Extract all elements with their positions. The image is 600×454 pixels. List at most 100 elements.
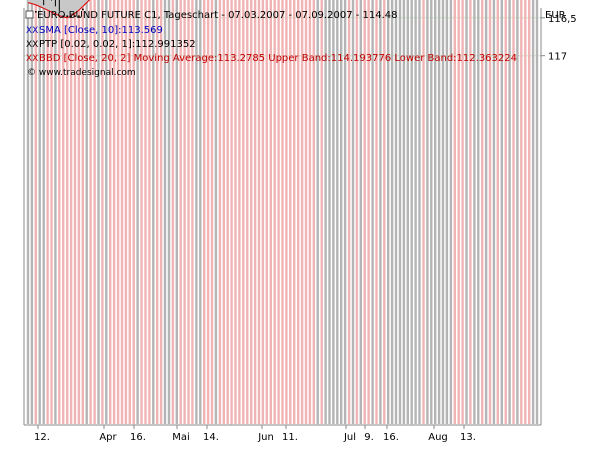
volume-bar — [516, 0, 519, 424]
volume-bar — [148, 0, 151, 424]
volume-bar — [226, 0, 229, 424]
volume-bar — [492, 0, 496, 424]
volume-bar — [367, 0, 370, 424]
x-tick-label: 16. — [130, 432, 146, 443]
x-tick-label: 12. — [34, 432, 50, 443]
volume-bar — [414, 0, 417, 425]
volume-bar — [300, 0, 304, 424]
volume-bar — [156, 0, 159, 425]
volume-bar — [285, 0, 288, 424]
volume-bar — [528, 0, 531, 424]
volume-bar — [524, 0, 527, 424]
volume-bar — [351, 0, 355, 424]
ptp-dot — [66, 15, 68, 17]
volume-bar — [234, 0, 237, 424]
volume-bar — [246, 0, 249, 424]
volume-bar — [465, 0, 468, 425]
y-axis-ticks: 117116,5116115,5115114,5114113,5113112,5… — [541, 14, 577, 63]
volume-bar — [128, 0, 131, 424]
volume-bar — [218, 0, 222, 424]
volume-bar — [132, 0, 135, 424]
volume-bar — [109, 0, 112, 424]
x-tick-label: 16. — [383, 432, 399, 443]
volume-bar — [363, 0, 366, 424]
volume-bar — [183, 0, 186, 424]
volume-bar — [390, 0, 394, 424]
volume-bar — [124, 0, 128, 424]
volume-bar — [461, 0, 464, 425]
volume-bar — [359, 0, 362, 424]
volume-bar — [535, 0, 539, 424]
volume-bar — [308, 0, 312, 425]
chart-menu-icon[interactable] — [25, 10, 34, 19]
x-tick-label: 13. — [460, 432, 476, 443]
ptp-dot — [35, 11, 37, 13]
volume-bar — [250, 0, 253, 424]
volume-bar — [406, 0, 409, 424]
volume-bar — [93, 0, 96, 424]
volume-bar — [477, 0, 480, 424]
volume-bar — [112, 0, 116, 424]
volume-bar — [140, 0, 143, 424]
volume-bar — [387, 0, 390, 425]
volume-bar — [54, 0, 57, 424]
volume-bar — [101, 0, 104, 424]
volume-bar — [175, 0, 178, 424]
volume-bar — [257, 0, 261, 424]
volume-bar — [273, 0, 276, 425]
bbd-legend-marker[interactable]: XX — [26, 54, 38, 64]
volume-bar — [136, 0, 139, 424]
x-tick-label: 14. — [203, 432, 219, 443]
volume-bar — [97, 0, 100, 424]
volume-bar — [340, 0, 343, 425]
price-candles — [43, 0, 60, 12]
volume-bar — [269, 0, 272, 424]
volume-bar — [85, 0, 88, 424]
y-tick-label: 117 — [548, 52, 567, 63]
y-tick-label: 116,5 — [548, 14, 577, 25]
volume-bar — [42, 0, 45, 424]
volume-bar — [422, 0, 425, 424]
volume-bar — [375, 0, 378, 424]
volume-bar — [187, 0, 190, 424]
volume-bar — [214, 0, 218, 425]
x-tick-label: Jul — [343, 432, 356, 443]
volume-bar — [34, 0, 37, 424]
volume-bar — [253, 0, 257, 425]
volume-bar — [277, 0, 280, 424]
volume-bar — [171, 0, 175, 424]
ptp-dot — [82, 8, 84, 11]
volume-bar — [81, 0, 84, 424]
volume-bar — [222, 0, 225, 424]
volume-bar — [383, 0, 386, 424]
volume-bar — [230, 0, 233, 424]
volume-bar — [504, 0, 507, 424]
volume-bars — [26, 0, 539, 425]
volume-bar — [144, 0, 147, 424]
volume-bar — [410, 0, 413, 425]
volume-bar — [312, 0, 315, 424]
ptp-legend-marker[interactable]: XX — [26, 40, 38, 50]
x-tick-label: Apr — [99, 432, 117, 443]
volume-bar — [469, 0, 472, 424]
volume-bar — [336, 0, 339, 424]
volume-bar — [89, 0, 92, 424]
bbd-legend: BBD [Close, 20, 2] Moving Average:113.27… — [39, 53, 517, 64]
volume-bar — [508, 0, 511, 424]
volume-bar — [437, 0, 441, 425]
legend: EURO BUND FUTURE C1, Tageschart - 07.03.… — [25, 10, 566, 78]
volume-bar — [293, 0, 296, 424]
volume-bar — [30, 0, 34, 424]
volume-bar — [316, 0, 319, 424]
volume-bar — [77, 0, 81, 424]
x-tick-label: Jun — [257, 432, 274, 443]
ptp-dot — [70, 15, 72, 17]
volume-bar — [426, 0, 429, 424]
volume-bar — [195, 0, 198, 424]
volume-bar — [62, 0, 65, 424]
volume-bar — [50, 0, 53, 425]
volume-bar — [457, 0, 460, 425]
sma-legend-marker[interactable]: XX — [26, 26, 38, 36]
volume-bar — [238, 0, 241, 424]
